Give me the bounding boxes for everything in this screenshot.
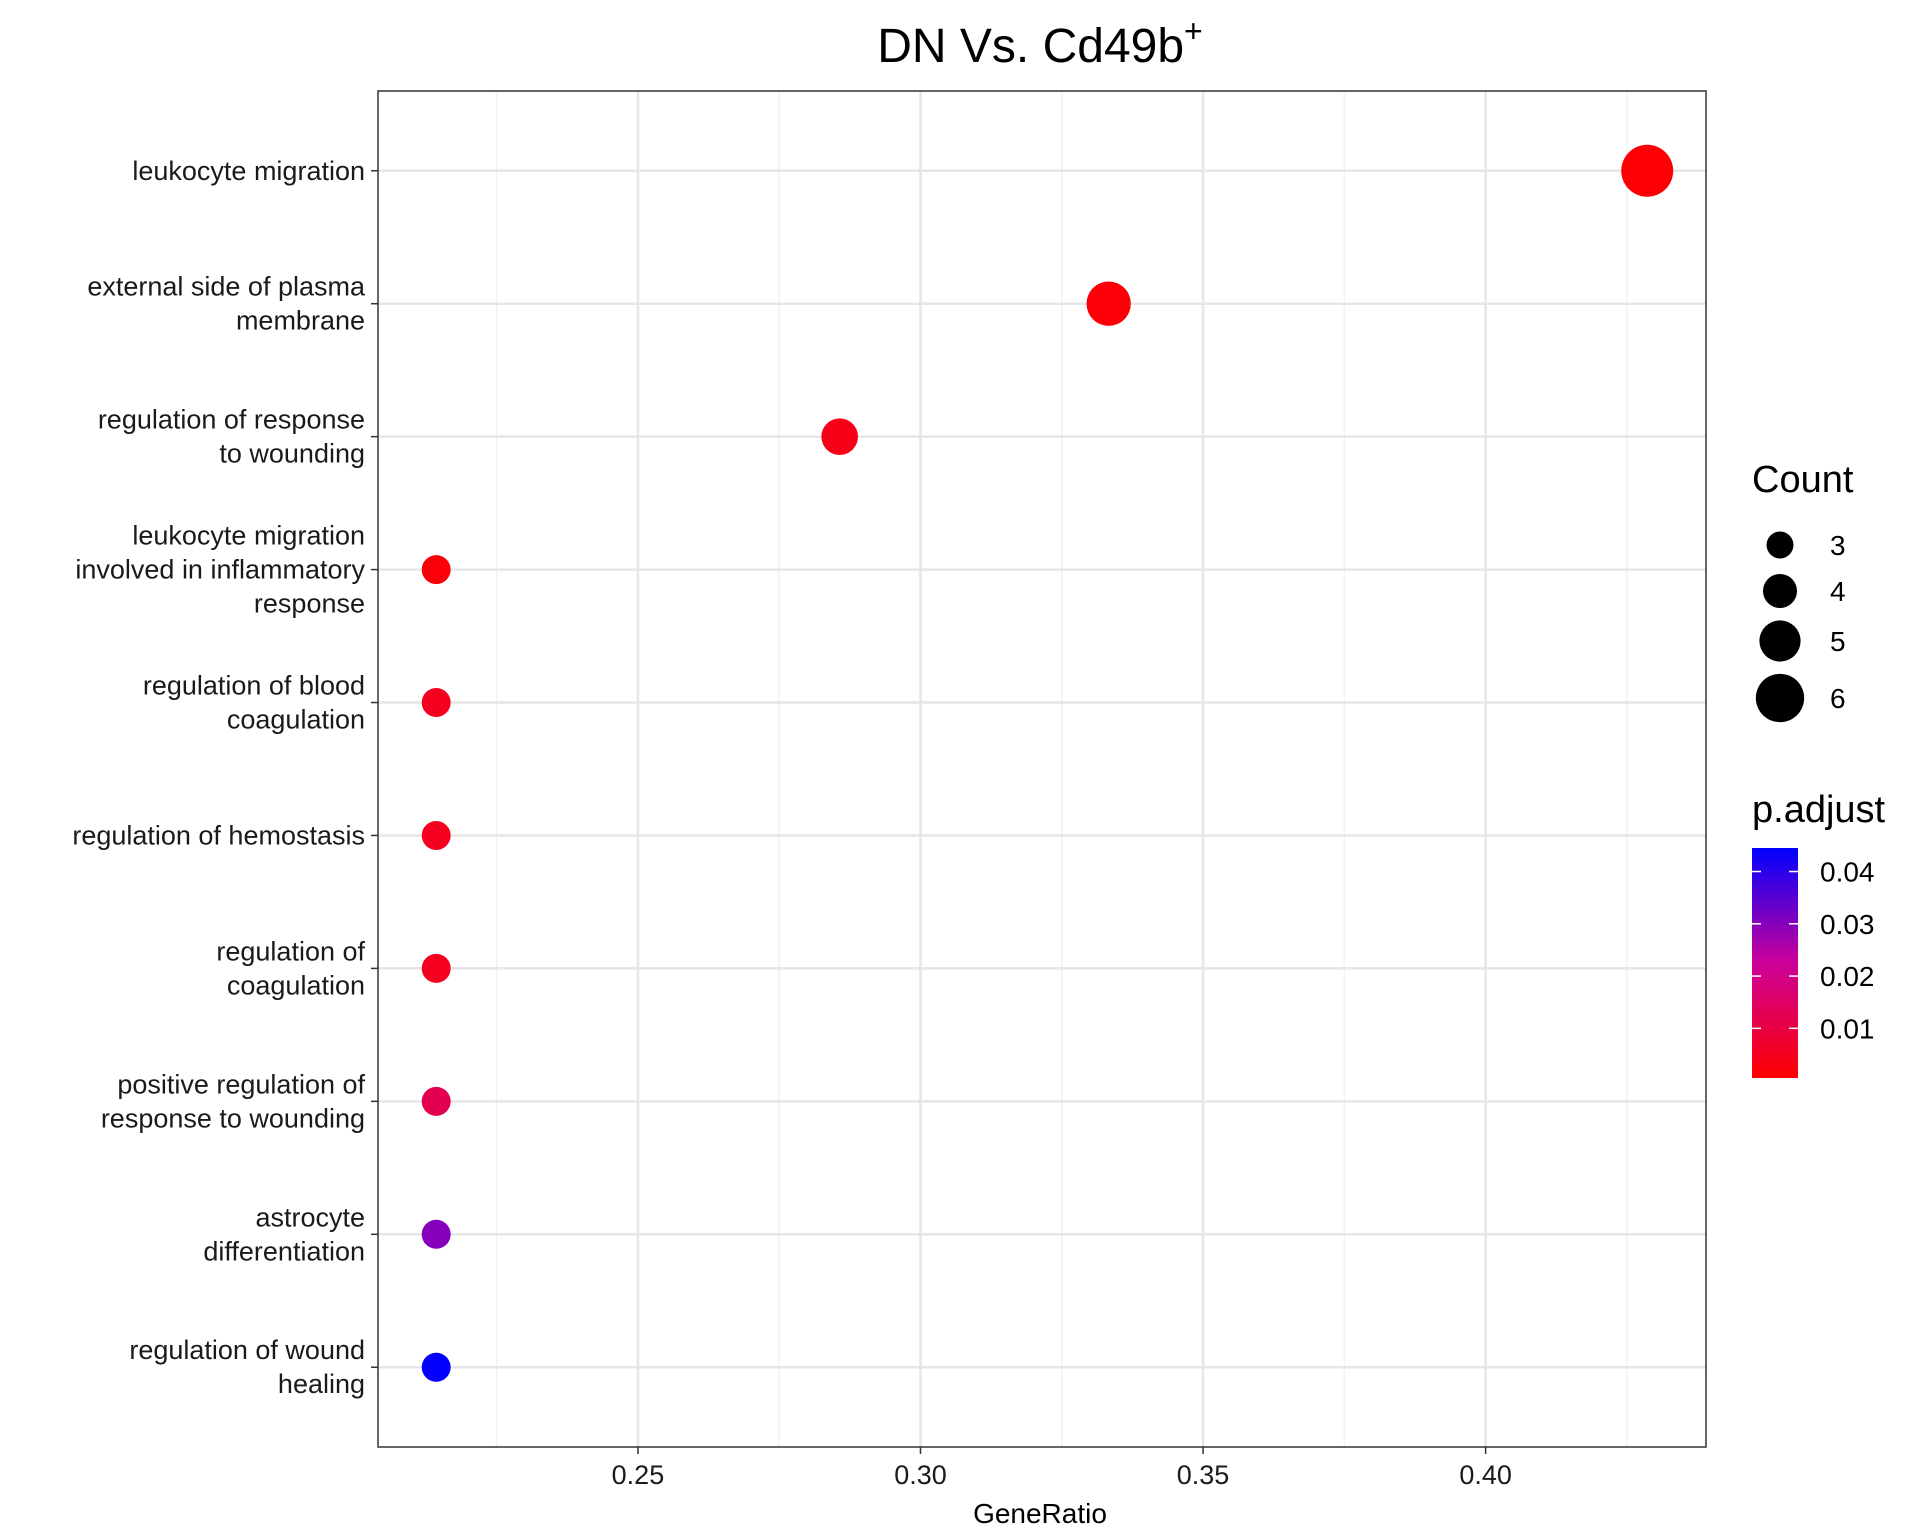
data-point	[821, 418, 859, 455]
x-tick-label: 0.25	[612, 1460, 665, 1490]
data-point	[421, 953, 451, 983]
x-tick-label: 0.35	[1177, 1460, 1230, 1490]
data-point	[421, 555, 451, 585]
p-adjust-legend-label: 0.03	[1820, 909, 1875, 940]
p-adjust-legend-label: 0.02	[1820, 961, 1875, 992]
category-label: leukocyte migration involved in inflammat…	[75, 521, 365, 619]
category-label: regulation of wound healing	[129, 1335, 365, 1399]
p-adjust-legend-title: p.adjust	[1752, 789, 1886, 831]
count-legend-label: 5	[1830, 626, 1846, 657]
count-legend-label: 6	[1830, 683, 1846, 714]
data-point	[421, 1219, 451, 1249]
count-legend-key	[1762, 573, 1798, 609]
count-legend-title: Count	[1752, 459, 1854, 501]
data-point	[421, 1352, 451, 1382]
p-adjust-legend: p.adjust 0.04 0.03 0.02 0.01	[1752, 789, 1886, 1078]
x-axis: 0.25 0.30 0.35 0.40	[612, 1447, 1512, 1490]
count-legend-label: 3	[1830, 530, 1846, 561]
category-label: leukocyte migration	[132, 156, 365, 186]
category-label: regulation of coagulation	[216, 936, 365, 1000]
count-legend-label: 4	[1830, 576, 1846, 607]
y-axis: leukocyte migration external side of plas…	[72, 156, 378, 1399]
category-label: regulation of blood coagulation	[143, 671, 365, 735]
x-tick-label: 0.30	[894, 1460, 947, 1490]
category-label: external side of plasma membrane	[87, 272, 366, 336]
count-legend-key	[1766, 531, 1794, 559]
x-axis-title: GeneRatio	[973, 1498, 1107, 1529]
data-point	[1621, 144, 1674, 197]
data-point	[421, 820, 451, 850]
data-point	[1086, 281, 1131, 326]
chart-title: DN Vs. Cd49b+	[877, 13, 1202, 73]
grid	[378, 91, 1706, 1447]
category-label: positive regulation of response to woundi…	[101, 1069, 366, 1133]
plot-panel-border	[377, 90, 1707, 1448]
category-label: regulation of hemostasis	[72, 820, 365, 850]
p-adjust-colorbar	[1752, 848, 1798, 1078]
count-legend: Count 3 4 5 6	[1752, 459, 1854, 723]
x-tick-label: 0.40	[1459, 1460, 1512, 1490]
data-point	[421, 1086, 451, 1116]
count-legend-key	[1755, 673, 1805, 723]
category-label: regulation of response to wounding	[98, 405, 365, 469]
data-point	[421, 688, 451, 718]
p-adjust-legend-label: 0.01	[1820, 1013, 1875, 1044]
data-points	[421, 144, 1674, 1382]
category-label: astrocyte differentiation	[203, 1202, 365, 1266]
count-legend-key	[1759, 620, 1801, 662]
p-adjust-legend-label: 0.04	[1820, 857, 1875, 888]
